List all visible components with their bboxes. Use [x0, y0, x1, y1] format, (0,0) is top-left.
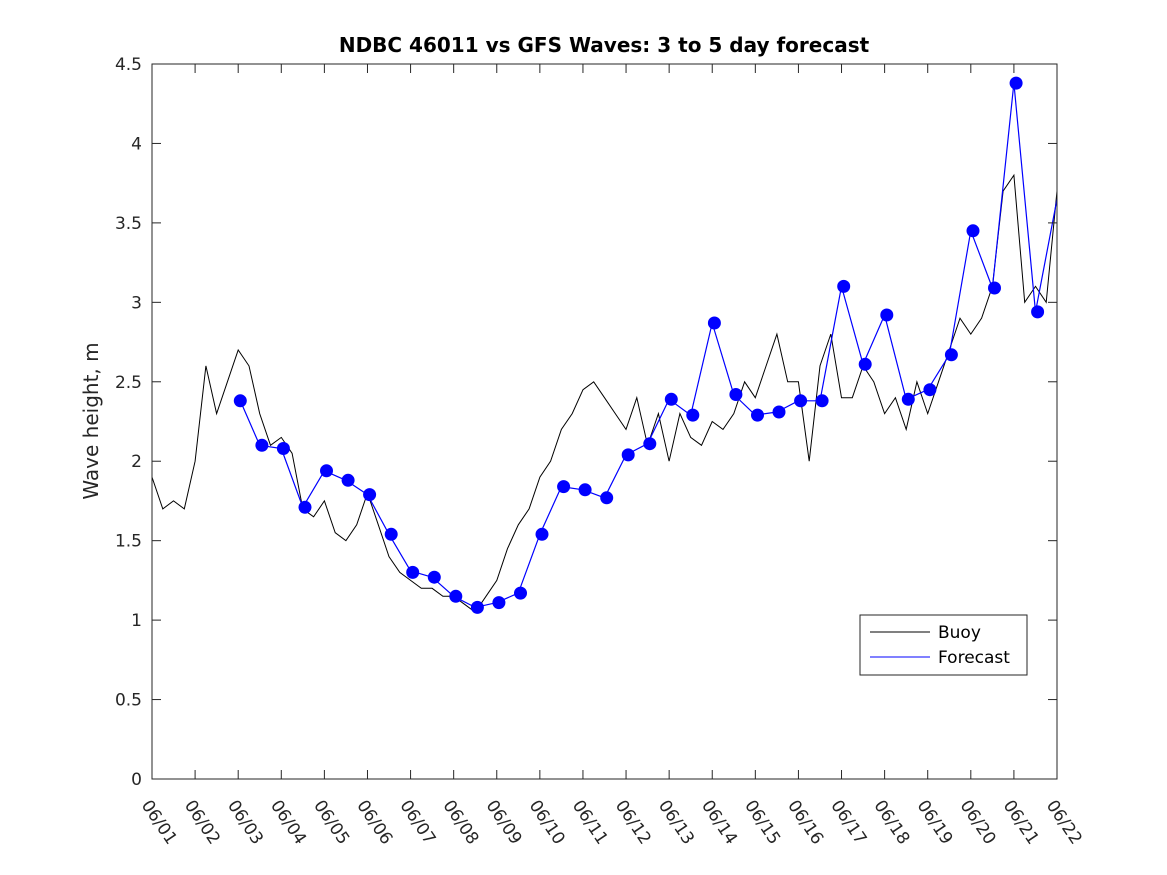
forecast-marker — [901, 392, 915, 406]
forecast-marker — [557, 480, 571, 494]
forecast-marker — [707, 316, 721, 330]
forecast-marker — [966, 224, 980, 238]
y-tick-label: 1 — [131, 611, 142, 631]
forecast-marker — [255, 438, 269, 452]
y-axis-label: Wave height, m — [79, 342, 103, 499]
forecast-marker — [1031, 305, 1045, 319]
forecast-marker — [794, 394, 808, 408]
chart-title: NDBC 46011 vs GFS Waves: 3 to 5 day fore… — [339, 33, 870, 57]
forecast-marker — [578, 483, 592, 497]
forecast-marker — [384, 527, 398, 541]
y-tick-label: 0 — [131, 770, 142, 790]
forecast-marker — [923, 383, 937, 397]
forecast-marker — [341, 473, 355, 487]
forecast-marker — [363, 488, 377, 502]
legend-buoy-label: Buoy — [938, 623, 981, 643]
forecast-marker — [772, 405, 786, 419]
forecast-marker — [406, 565, 420, 579]
forecast-marker — [643, 437, 657, 451]
forecast-marker — [427, 570, 441, 584]
y-tick-label: 2 — [131, 452, 142, 472]
forecast-marker — [664, 392, 678, 406]
forecast-marker — [815, 394, 829, 408]
y-axis: 0 0.5 1 1.5 2 2.5 3 3.5 4 4.5 — [115, 55, 1057, 790]
axes-box — [151, 63, 1058, 780]
forecast-marker — [729, 388, 743, 401]
forecast-marker — [233, 394, 247, 408]
legend-box — [859, 614, 1028, 676]
forecast-marker — [837, 279, 851, 293]
y-tick-label: 3 — [131, 293, 142, 313]
forecast-marker — [276, 442, 290, 455]
forecast-marker — [880, 308, 894, 322]
y-tick-label: 3.5 — [115, 214, 142, 234]
y-tick-label: 0.5 — [115, 691, 142, 711]
forecast-marker — [858, 357, 872, 371]
forecast-marker — [492, 596, 506, 610]
forecast-marker — [1009, 76, 1023, 90]
y-tick-label: 2.5 — [115, 373, 142, 393]
forecast-marker — [514, 586, 527, 600]
forecast-marker — [449, 589, 463, 603]
forecast-marker — [621, 448, 635, 462]
legend-forecast-label: Forecast — [938, 648, 1010, 668]
marker-layer — [233, 76, 1045, 614]
forecast-marker — [944, 348, 958, 362]
legend: Buoy Forecast — [859, 614, 1028, 676]
forecast-marker — [470, 600, 484, 614]
forecast-marker — [298, 500, 312, 514]
forecast-marker — [686, 408, 700, 422]
forecast-marker — [320, 464, 333, 478]
forecast-marker — [600, 491, 614, 505]
forecast-marker — [988, 281, 1001, 295]
y-tick-label: 4 — [131, 134, 142, 154]
forecast-marker — [751, 408, 764, 422]
y-tick-label: 4.5 — [115, 55, 142, 75]
y-tick-label: 1.5 — [115, 532, 142, 552]
forecast-marker — [535, 527, 549, 541]
